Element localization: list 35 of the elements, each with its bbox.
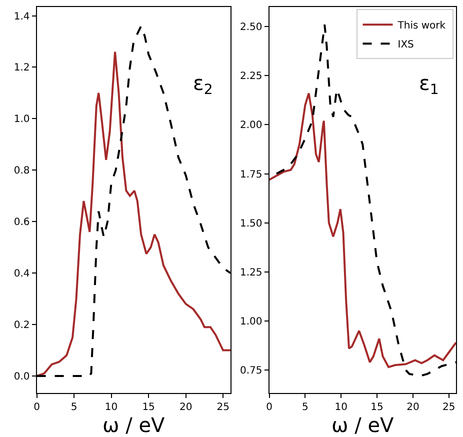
x-tick-label: 10 bbox=[104, 402, 118, 413]
y-tick-label: 0.6 bbox=[14, 217, 30, 228]
y-tick-label: 1.50 bbox=[240, 218, 262, 230]
x-tick-label: 5 bbox=[70, 402, 78, 413]
x-axis-title: ω / eV bbox=[102, 413, 166, 437]
y-tick-label: 0.4 bbox=[14, 268, 30, 280]
y-tick-label: 0.2 bbox=[14, 320, 30, 332]
annotation: ε$_{2}$ bbox=[193, 71, 213, 98]
x-tick-label: 0 bbox=[266, 402, 272, 413]
x-tick-label: 20 bbox=[179, 402, 192, 413]
y-tick-label: 1.0 bbox=[14, 114, 30, 126]
x-tick-label: 20 bbox=[406, 402, 420, 413]
legend-label: IXS bbox=[398, 40, 414, 51]
line-series bbox=[269, 92, 456, 368]
y-tick-label: 1.75 bbox=[240, 169, 262, 180]
annotation: ε$_{1}$ bbox=[419, 71, 439, 98]
y-tick-label: 1.25 bbox=[240, 267, 262, 278]
y-tick-label: 0.75 bbox=[240, 366, 262, 377]
y-tick-label: 0.0 bbox=[14, 372, 30, 383]
x-tick-label: 15 bbox=[142, 402, 155, 413]
y-tick-label: 0.8 bbox=[14, 166, 30, 177]
x-tick-label: 25 bbox=[442, 402, 456, 413]
x-axis-title: ω / eV bbox=[332, 413, 394, 437]
y-tick-label: 2.25 bbox=[240, 71, 262, 82]
legend-label: This work bbox=[396, 20, 446, 32]
y-tick-label: 1.00 bbox=[240, 316, 262, 328]
y-tick-label: 1.4 bbox=[14, 11, 30, 22]
x-tick-label: 10 bbox=[334, 402, 348, 413]
x-tick-label: 5 bbox=[302, 402, 308, 413]
x-tick-label: 25 bbox=[216, 402, 230, 413]
y-tick-label: 2.50 bbox=[240, 22, 262, 34]
x-tick-label: 15 bbox=[370, 402, 384, 413]
y-tick-label: 2.00 bbox=[240, 120, 262, 132]
x-tick-label: 0 bbox=[34, 402, 40, 413]
y-tick-label: 1.2 bbox=[14, 62, 30, 74]
